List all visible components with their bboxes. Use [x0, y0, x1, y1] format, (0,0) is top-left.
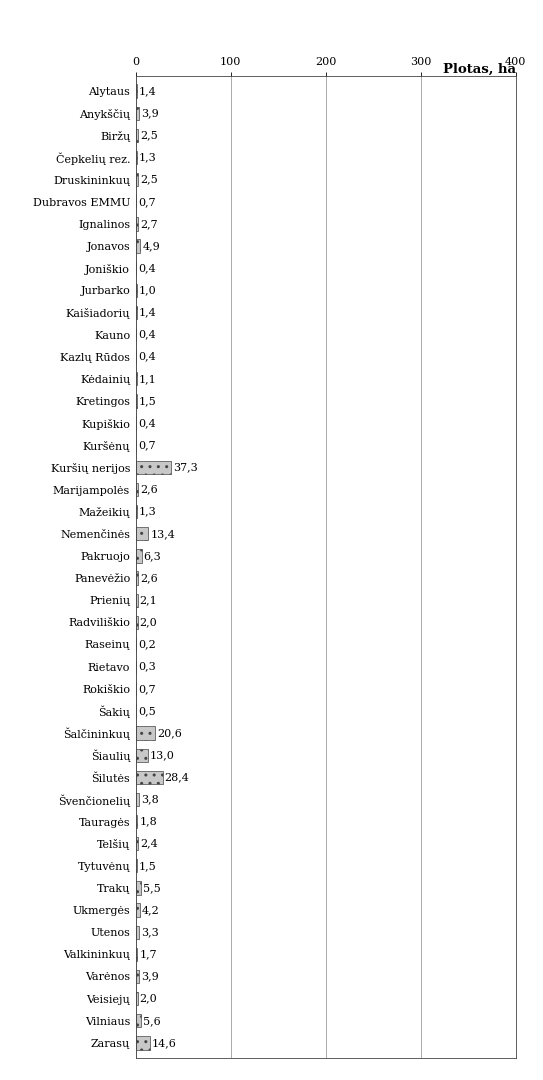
Text: 2,1: 2,1: [140, 595, 157, 605]
Bar: [136, 860, 137, 873]
Text: 3,9: 3,9: [141, 972, 159, 982]
Text: 2,4: 2,4: [140, 839, 157, 849]
Text: 0,4: 0,4: [138, 264, 156, 273]
Text: 5,6: 5,6: [143, 1016, 161, 1026]
Text: 2,0: 2,0: [140, 994, 157, 1003]
Text: 4,9: 4,9: [142, 241, 160, 251]
Text: 1,1: 1,1: [138, 374, 156, 383]
Text: 0,3: 0,3: [138, 662, 156, 672]
Text: 14,6: 14,6: [151, 1038, 176, 1048]
Text: 0,7: 0,7: [138, 441, 156, 450]
Text: 2,5: 2,5: [140, 131, 158, 140]
Bar: [136, 571, 138, 584]
Bar: [136, 394, 137, 407]
Bar: [136, 904, 140, 917]
Bar: [136, 217, 138, 230]
Bar: [136, 815, 137, 828]
Bar: [136, 173, 138, 186]
Bar: [136, 793, 140, 806]
Text: 1,3: 1,3: [139, 152, 156, 162]
Bar: [136, 727, 155, 740]
Text: 1,0: 1,0: [138, 285, 156, 295]
Text: 20,6: 20,6: [157, 728, 182, 738]
Bar: [136, 550, 142, 563]
Bar: [136, 771, 163, 784]
Bar: [136, 926, 139, 939]
Bar: [136, 970, 140, 983]
Text: 2,0: 2,0: [140, 618, 157, 627]
Bar: [136, 948, 137, 961]
Bar: [136, 84, 137, 97]
Text: 2,6: 2,6: [140, 573, 158, 583]
Text: 0,7: 0,7: [138, 684, 156, 693]
Text: 2,7: 2,7: [140, 219, 158, 229]
Text: 5,5: 5,5: [143, 883, 161, 893]
Bar: [136, 461, 171, 474]
Text: 0,4: 0,4: [138, 352, 156, 362]
Bar: [136, 837, 138, 850]
Bar: [136, 129, 138, 141]
Text: 0,2: 0,2: [138, 639, 156, 649]
Bar: [136, 881, 141, 894]
Text: 13,4: 13,4: [150, 529, 175, 539]
Text: 1,7: 1,7: [139, 949, 157, 959]
Bar: [136, 993, 138, 1005]
Text: 2,5: 2,5: [140, 175, 158, 185]
Text: 1,4: 1,4: [139, 86, 157, 96]
Bar: [136, 748, 148, 761]
Text: 3,8: 3,8: [141, 795, 159, 805]
Bar: [136, 1037, 150, 1050]
Text: 28,4: 28,4: [165, 772, 190, 782]
Bar: [136, 306, 137, 319]
Text: 0,4: 0,4: [138, 418, 156, 428]
Bar: [136, 483, 138, 496]
Text: Plotas, ha: Plotas, ha: [443, 63, 516, 76]
Text: 13,0: 13,0: [150, 751, 175, 760]
Text: 1,8: 1,8: [140, 816, 157, 826]
Text: 4,2: 4,2: [142, 905, 160, 915]
Bar: [136, 616, 138, 629]
Text: 1,4: 1,4: [139, 308, 157, 318]
Text: 0,7: 0,7: [138, 197, 156, 206]
Text: 2,6: 2,6: [140, 485, 158, 495]
Bar: [136, 284, 137, 297]
Bar: [136, 151, 137, 164]
Text: 3,3: 3,3: [141, 928, 159, 937]
Bar: [136, 505, 137, 518]
Text: 1,5: 1,5: [139, 396, 157, 406]
Text: 1,3: 1,3: [139, 507, 156, 516]
Text: 6,3: 6,3: [144, 551, 161, 561]
Bar: [136, 107, 140, 120]
Bar: [136, 240, 141, 253]
Bar: [136, 594, 138, 607]
Bar: [136, 527, 148, 540]
Text: 37,3: 37,3: [173, 462, 198, 472]
Text: 1,5: 1,5: [139, 861, 157, 870]
Text: 0,4: 0,4: [138, 329, 156, 339]
Bar: [136, 373, 137, 386]
Text: 0,5: 0,5: [138, 706, 156, 716]
Bar: [136, 1014, 141, 1027]
Text: 3,9: 3,9: [141, 108, 159, 118]
